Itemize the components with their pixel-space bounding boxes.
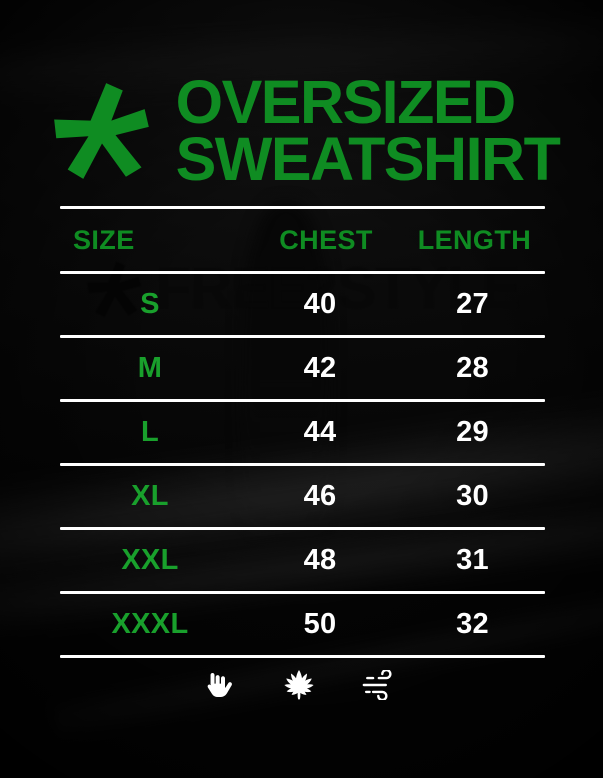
- cell-chest: 46: [303, 480, 337, 512]
- table-row: M 42 28: [60, 338, 545, 399]
- poster-title: OVERSIZED SWEATSHIRT: [175, 68, 561, 194]
- cell-length: 32: [456, 608, 489, 640]
- cell-size: XL: [131, 480, 169, 512]
- table-row: XXXL 50 32: [60, 594, 545, 655]
- title-line-2: SWEATSHIRT: [175, 125, 561, 194]
- table-divider: [60, 206, 545, 209]
- footer-icon-strip: [0, 668, 603, 702]
- cell-length: 27: [456, 288, 489, 320]
- poster-header: OVERSIZED SWEATSHIRT: [0, 68, 603, 194]
- wind-smoke-icon: [362, 670, 392, 700]
- cell-length: 31: [456, 544, 489, 576]
- cannabis-leaf-icon: [283, 670, 314, 700]
- cell-size: XXXL: [111, 608, 189, 640]
- cell-length: 28: [456, 352, 489, 384]
- cell-chest: 44: [303, 416, 337, 448]
- table-divider: [60, 463, 545, 466]
- asterisk-brush-mark-icon: [53, 83, 149, 180]
- title-line-1: OVERSIZED: [175, 68, 517, 136]
- cell-chest: 48: [303, 544, 337, 576]
- table-header-row: SIZE CHEST LENGTH: [60, 209, 545, 271]
- cell-size: XXL: [121, 544, 179, 576]
- cell-size: L: [140, 416, 159, 448]
- table-row: L 44 29: [60, 402, 545, 463]
- table-row: XXL 48 31: [60, 530, 545, 591]
- table-divider: [60, 271, 545, 274]
- column-header-chest: CHEST: [279, 224, 373, 255]
- rock-on-hand-icon: [207, 673, 232, 697]
- cell-chest: 42: [303, 352, 337, 384]
- table-divider: [60, 527, 545, 530]
- table-divider: [60, 399, 545, 402]
- column-header-size: SIZE: [73, 224, 135, 255]
- size-table: SIZE CHEST LENGTH S 40 27 M 42 28 L 44 2…: [60, 206, 545, 658]
- cell-size: S: [140, 288, 160, 320]
- column-header-length: LENGTH: [417, 224, 532, 255]
- cell-length: 30: [456, 480, 489, 512]
- cell-chest: 40: [303, 288, 337, 320]
- cell-length: 29: [456, 416, 489, 448]
- cell-chest: 50: [303, 608, 337, 640]
- table-row: XL 46 30: [60, 466, 545, 527]
- table-divider: [60, 335, 545, 338]
- table-row: S 40 27: [60, 274, 545, 335]
- table-divider: [60, 655, 545, 658]
- table-divider: [60, 591, 545, 594]
- cell-size: M: [137, 352, 163, 384]
